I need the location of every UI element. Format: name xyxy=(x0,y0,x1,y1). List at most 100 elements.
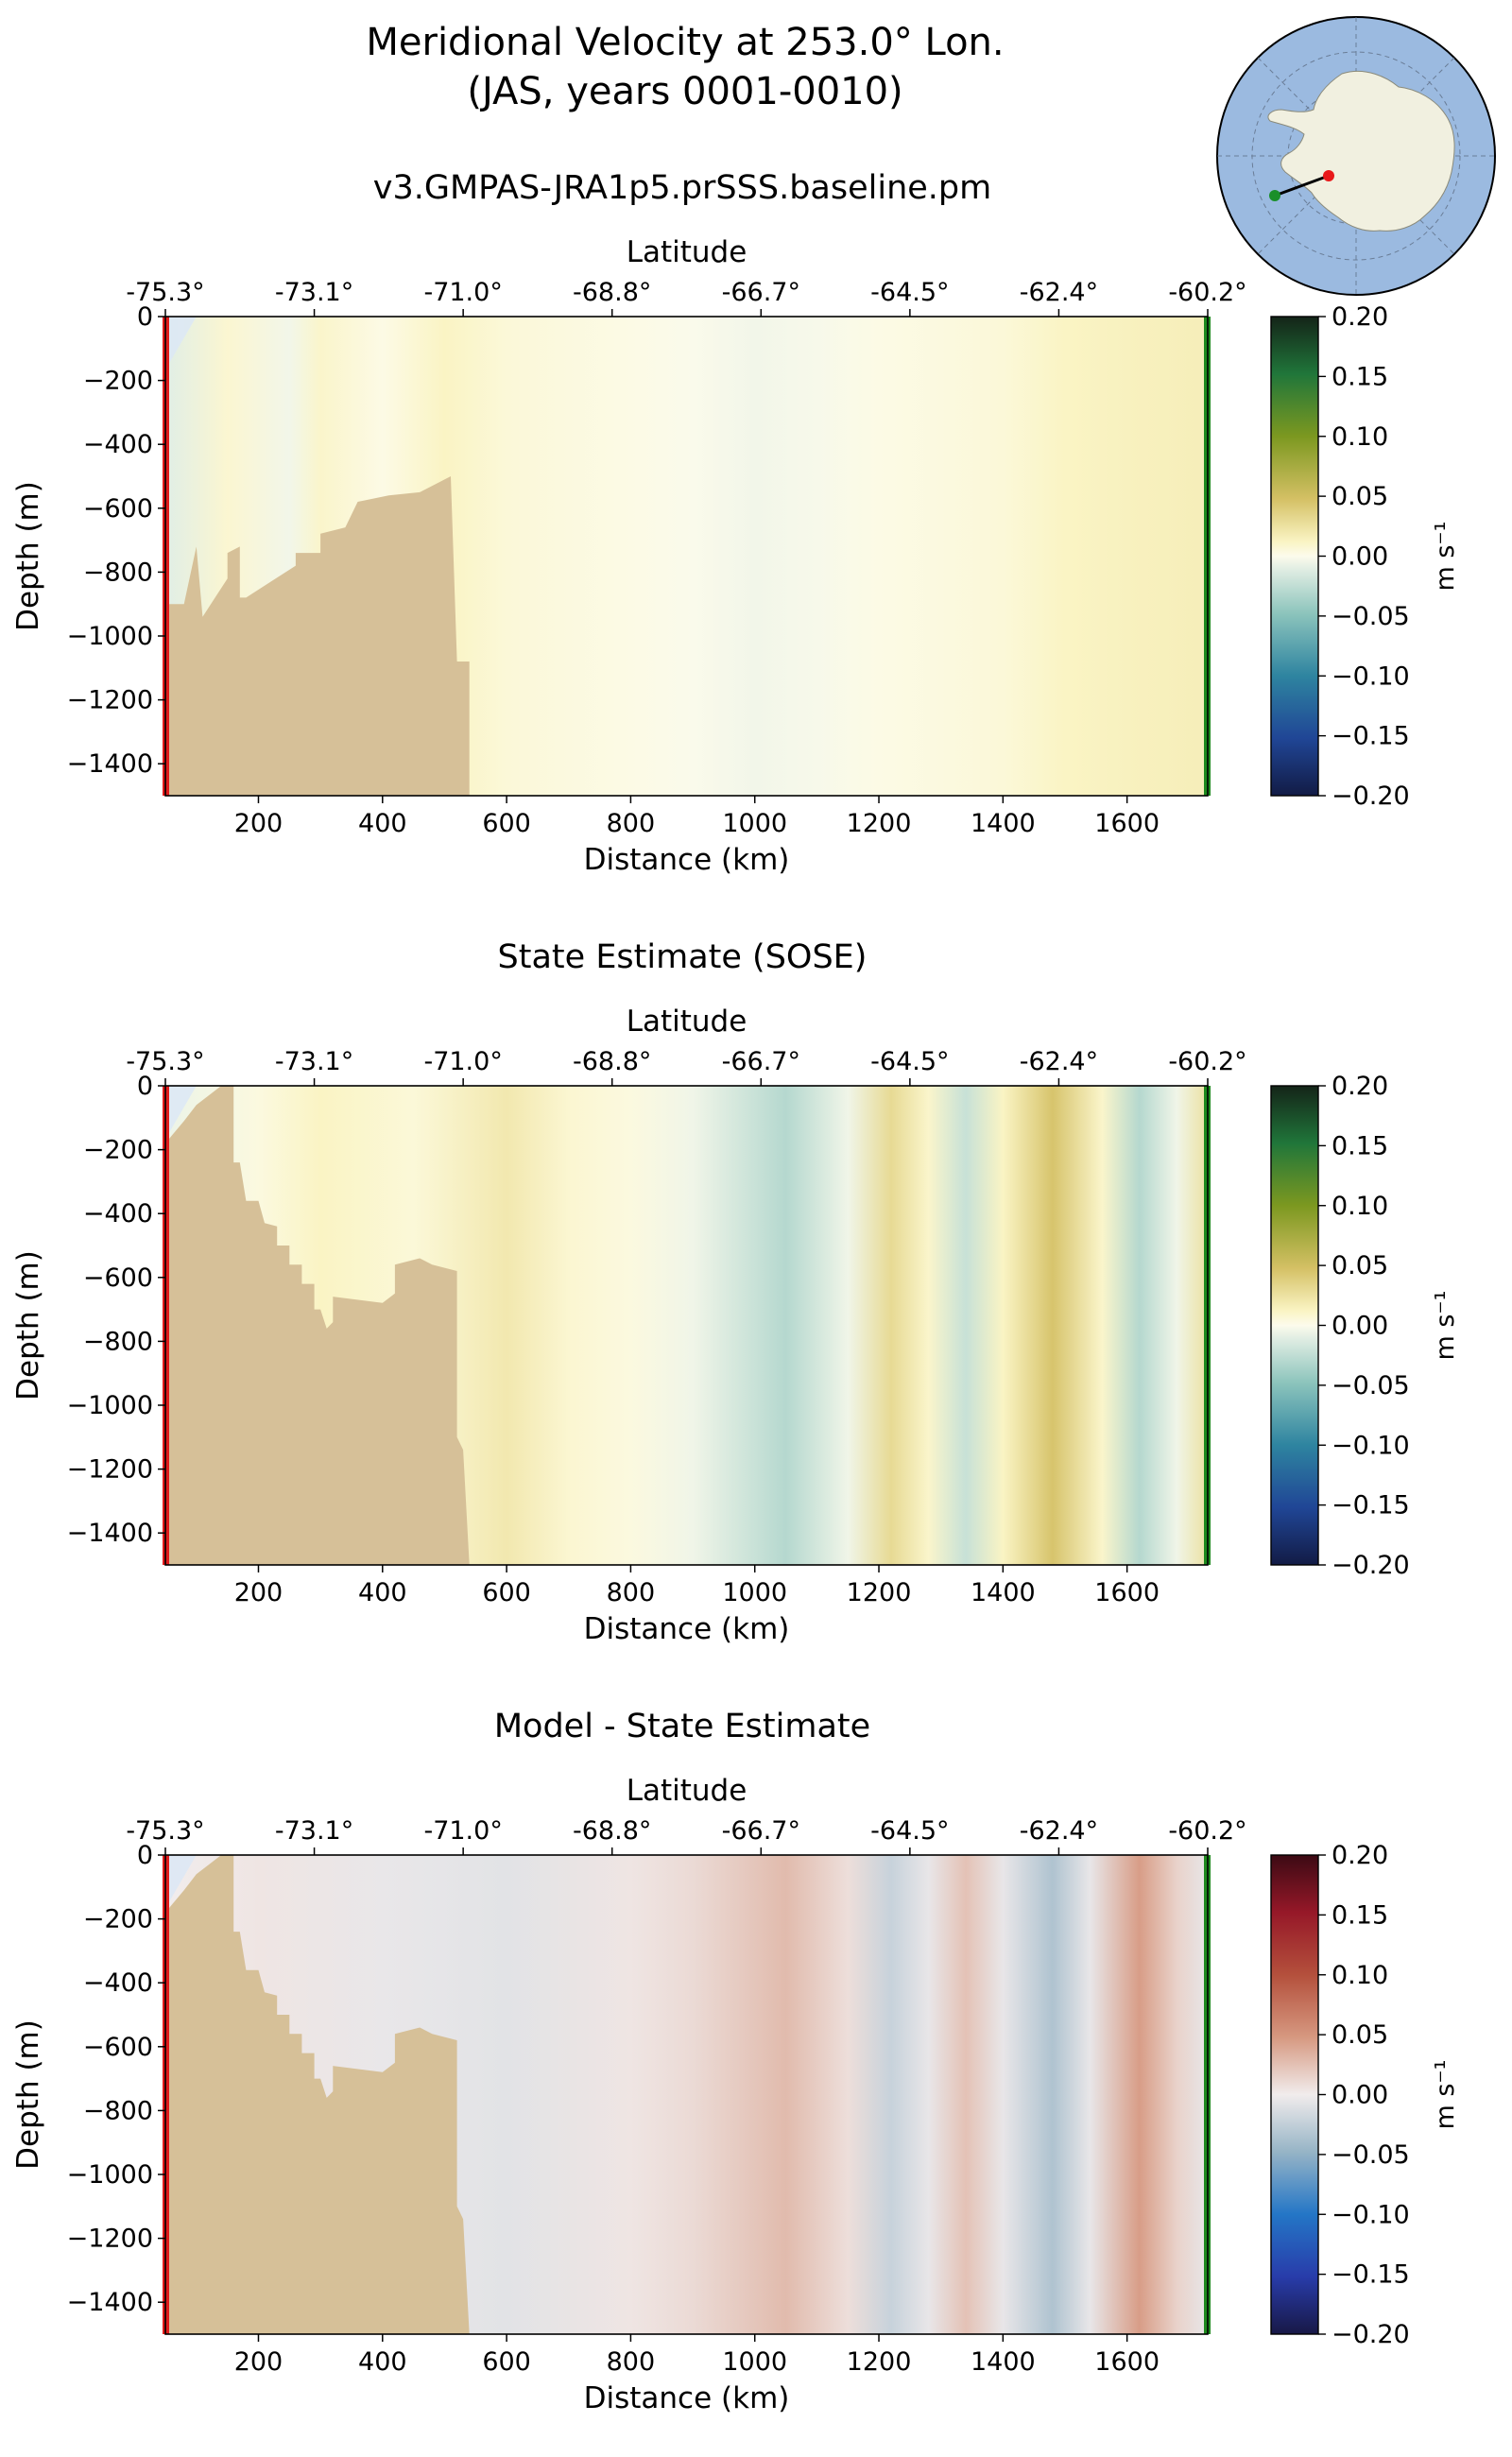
x-tick-label: 200 xyxy=(234,2347,284,2377)
y-tick-label: −800 xyxy=(83,1327,153,1356)
colorbar-tick-label: 0.15 xyxy=(1332,1900,1388,1930)
colorbar-tick-label: −0.05 xyxy=(1332,2140,1410,2170)
latitude-tick-label: -68.8° xyxy=(573,278,651,307)
panel-title: v3.GMPAS-JRA1p5.prSSS.baseline.pm xyxy=(373,169,992,207)
colorbar-tick-label: −0.20 xyxy=(1332,1551,1410,1580)
x-tick-label: 1400 xyxy=(971,809,1036,838)
x-tick-label: 600 xyxy=(482,1578,531,1607)
x-tick-label: 1000 xyxy=(722,1578,787,1607)
inset-map-antarctica-landmass xyxy=(1267,70,1455,232)
figure-title-line1: Meridional Velocity at 253.0° Lon. xyxy=(366,21,1004,64)
latitude-tick-label: -64.5° xyxy=(870,1047,949,1076)
x-axis-label: Distance (km) xyxy=(584,1612,790,1646)
x-axis-label: Distance (km) xyxy=(584,843,790,877)
latitude-axis-label: Latitude xyxy=(627,1005,747,1039)
x-tick-label: 1200 xyxy=(847,2347,912,2377)
y-tick-label: −200 xyxy=(83,1136,153,1165)
latitude-axis-label: Latitude xyxy=(627,1774,747,1808)
panels: v3.GMPAS-JRA1p5.prSSS.baseline.pm 200 400 6… xyxy=(11,169,1460,2415)
x-tick-label: 800 xyxy=(607,2347,656,2377)
y-tick-label: −1200 xyxy=(67,686,153,715)
colorbar-tick-label: 0.10 xyxy=(1332,1961,1388,1990)
y-tick-label: −1200 xyxy=(67,1455,153,1485)
colorbar-tick-label: 0.10 xyxy=(1332,422,1388,452)
axes-frame xyxy=(164,1085,1209,1566)
colorbar-tick-label: −0.05 xyxy=(1332,1371,1410,1400)
colorbar-tick-label: −0.10 xyxy=(1332,1431,1410,1460)
x-tick-label: 1000 xyxy=(722,2347,787,2377)
latitude-tick-label: -68.8° xyxy=(573,1047,651,1076)
no-data-area xyxy=(165,1086,197,1134)
colorbar-tick-label: 0.15 xyxy=(1332,1131,1388,1160)
y-tick-label: −600 xyxy=(83,494,153,524)
latitude-tick-label: -66.7° xyxy=(722,278,800,307)
velocity-field xyxy=(165,317,1208,796)
colorbar-tick-label: 0.15 xyxy=(1332,362,1388,391)
x-tick-label: 400 xyxy=(358,1578,407,1607)
figure-title-line2: (JAS, years 0001-0010) xyxy=(467,70,902,113)
axes-frame xyxy=(164,1854,1209,2335)
x-tick-label: 1600 xyxy=(1094,2347,1160,2377)
y-tick-label: −400 xyxy=(83,430,153,459)
y-tick-label: −1000 xyxy=(67,2160,153,2190)
colorbar-tick-label: 0.20 xyxy=(1332,302,1388,332)
y-tick-label: −1400 xyxy=(67,1519,153,1548)
colorbar-tick-label: −0.20 xyxy=(1332,2320,1410,2349)
inset-map-section-line xyxy=(1274,174,1330,198)
y-tick-label: −200 xyxy=(83,1905,153,1934)
x-tick-label: 800 xyxy=(607,1578,656,1607)
latitude-tick-label: -66.7° xyxy=(722,1816,800,1846)
colorbar-tick-label: −0.15 xyxy=(1332,2260,1410,2290)
latitude-tick-label: -71.0° xyxy=(423,1816,502,1846)
y-tick-label: −600 xyxy=(83,2033,153,2062)
latitude-tick-label: -60.2° xyxy=(1168,1047,1246,1076)
latitude-tick-label: -73.1° xyxy=(275,1047,353,1076)
latitude-tick-label: -64.5° xyxy=(870,1816,949,1846)
latitude-tick-label: -73.1° xyxy=(275,1816,353,1846)
y-tick-label: −200 xyxy=(83,367,153,396)
chart-panel-3: Model - State Estimate 200 400 600 800 1000 12… xyxy=(11,1708,1460,2415)
latitude-axis-label: Latitude xyxy=(627,235,747,269)
latitude-tick-label: -75.3° xyxy=(126,1047,204,1076)
latitude-tick-label: -60.2° xyxy=(1168,278,1246,307)
colorbar-label: m s⁻¹ xyxy=(1431,521,1460,591)
x-tick-label: 1600 xyxy=(1094,1578,1160,1607)
latitude-tick-label: -68.8° xyxy=(573,1816,651,1846)
y-tick-label: 0 xyxy=(137,1841,153,1870)
latitude-tick-label: -71.0° xyxy=(423,1047,502,1076)
y-axis-label: Depth (m) xyxy=(11,481,45,631)
colorbar-tick-label: −0.15 xyxy=(1332,722,1410,751)
no-data-area xyxy=(165,317,197,365)
y-tick-label: −1400 xyxy=(67,2288,153,2317)
x-tick-label: 1400 xyxy=(971,1578,1036,1607)
bathymetry xyxy=(165,1855,470,2334)
x-tick-label: 200 xyxy=(234,1578,284,1607)
y-tick-label: −600 xyxy=(83,1263,153,1293)
x-tick-label: 400 xyxy=(358,809,407,838)
y-tick-label: −800 xyxy=(83,2096,153,2125)
latitude-tick-label: -62.4° xyxy=(1020,1816,1098,1846)
velocity-field xyxy=(165,1855,1208,2334)
latitude-tick-label: -75.3° xyxy=(126,278,204,307)
colorbar xyxy=(1270,1854,1319,2335)
y-tick-label: −1200 xyxy=(67,2225,153,2254)
latitude-tick-label: -71.0° xyxy=(423,278,502,307)
chart-panel-2: State Estimate (SOSE) 200 400 600 800 1000 120… xyxy=(11,938,1460,1646)
colorbar-tick-label: 0.00 xyxy=(1332,542,1388,572)
latitude-tick-label: -64.5° xyxy=(870,278,949,307)
chart-panel-1: v3.GMPAS-JRA1p5.prSSS.baseline.pm 200 400 6… xyxy=(11,169,1460,877)
axes-frame xyxy=(164,316,1209,797)
latitude-tick-label: -60.2° xyxy=(1168,1816,1246,1846)
x-tick-label: 1200 xyxy=(847,809,912,838)
x-tick-label: 400 xyxy=(358,2347,407,2377)
y-tick-label: 0 xyxy=(137,1072,153,1101)
colorbar-tick-label: 0.00 xyxy=(1332,1312,1388,1341)
x-tick-label: 1400 xyxy=(971,2347,1036,2377)
colorbar-tick-label: 0.20 xyxy=(1332,1072,1388,1101)
y-tick-label: −1400 xyxy=(67,749,153,779)
x-tick-label: 800 xyxy=(607,809,656,838)
x-axis-label: Distance (km) xyxy=(584,2381,790,2415)
y-axis-label: Depth (m) xyxy=(11,1250,45,1400)
no-data-area xyxy=(165,1855,197,1903)
colorbar xyxy=(1270,1085,1319,1566)
